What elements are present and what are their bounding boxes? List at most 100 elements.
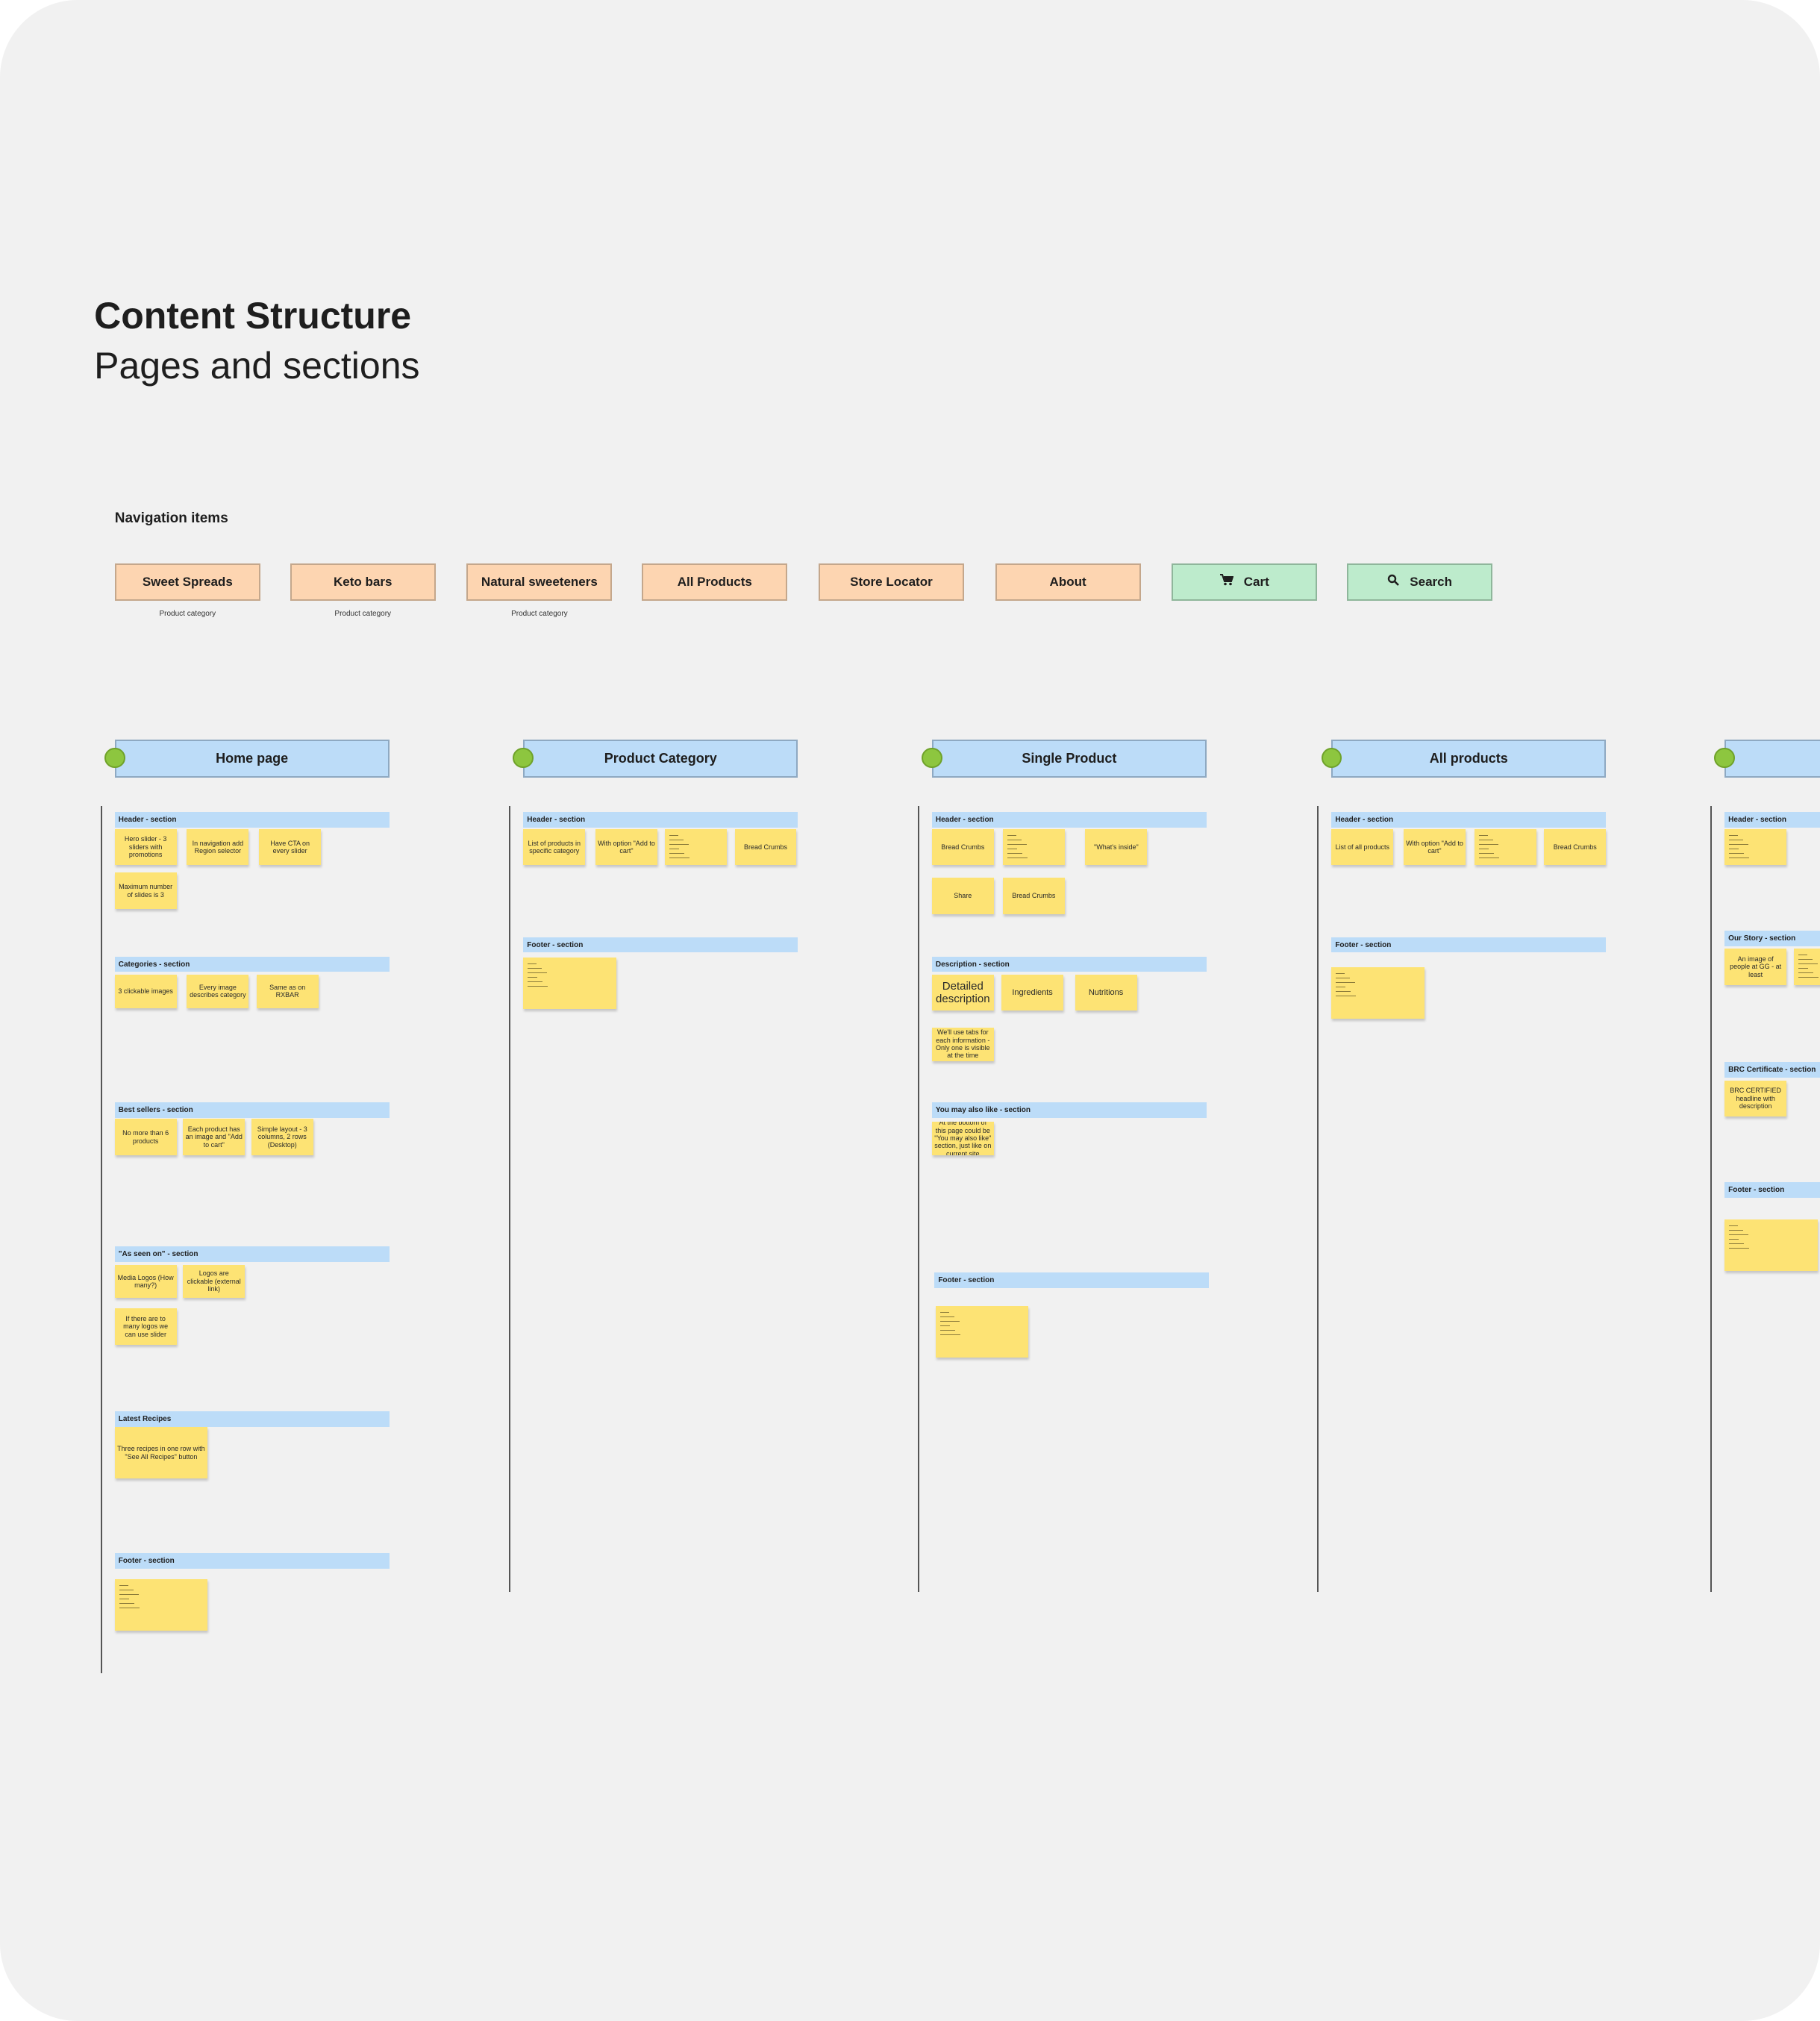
- section-label: Footer - section: [1724, 1181, 1820, 1198]
- page-header: Product Category: [523, 740, 798, 778]
- section-label: You may also like - section: [931, 1102, 1207, 1118]
- fine-print: [1479, 852, 1495, 854]
- sticky-note: [1331, 966, 1425, 1019]
- fine-print: [119, 1602, 134, 1604]
- fine-print: [528, 981, 543, 983]
- section-label: "As seen on" - section: [114, 1246, 390, 1263]
- fine-print: [528, 972, 548, 974]
- fine-print: [1007, 843, 1027, 845]
- sticky-note: If there are to many logos we can use sl…: [114, 1308, 177, 1345]
- nav-button-label: All Products: [677, 574, 752, 589]
- sticky-note: Have CTA on every slider: [259, 828, 322, 866]
- sticky-note: Bread Crumbs: [1002, 878, 1065, 914]
- nav-button[interactable]: All Products: [642, 563, 788, 601]
- sticky-note: With option "Add to cart": [595, 828, 657, 866]
- fine-print: [119, 1584, 128, 1586]
- section-label: Header - section: [1724, 812, 1820, 828]
- section-label: Footer - section: [934, 1272, 1210, 1288]
- section-label: Our Story - section: [1724, 931, 1820, 946]
- section-label: Header - section: [1331, 812, 1607, 828]
- section-label: Categories - section: [114, 956, 390, 972]
- sticky-note: Share: [931, 878, 994, 914]
- fine-print: [940, 1311, 950, 1313]
- fine-print: [669, 852, 685, 854]
- nav-icon: [1219, 574, 1234, 590]
- page-marker: [1321, 747, 1342, 769]
- sticky-note: Each product has an image and "Add to ca…: [183, 1119, 246, 1155]
- fine-print: [1729, 1248, 1750, 1249]
- nav-button[interactable]: Cart: [1172, 563, 1318, 601]
- sticky-note: Hero slider - 3 sliders with promotions: [114, 828, 177, 866]
- fine-print: [1798, 972, 1814, 974]
- nav-button[interactable]: Natural sweeteners: [466, 563, 613, 601]
- fine-print: [1729, 843, 1749, 845]
- fine-print: [1729, 1239, 1739, 1240]
- page-header: Home page: [114, 740, 390, 778]
- section-label: Description - section: [931, 956, 1207, 972]
- fine-print: [669, 834, 679, 836]
- nav-note: Product category: [334, 610, 392, 619]
- sticky-note: Detailed description: [931, 974, 994, 1011]
- sticky-note: We'll use tabs for each information - On…: [931, 1027, 994, 1061]
- page-marker: [104, 747, 125, 769]
- sticky-note: [936, 1305, 1029, 1358]
- fine-print: [1336, 972, 1345, 974]
- fine-print: [1798, 959, 1813, 960]
- sticky-note: [114, 1578, 208, 1631]
- nav-button-label: Keto bars: [334, 574, 393, 589]
- page-header: [1724, 740, 1820, 778]
- sticky-note: [1794, 949, 1820, 985]
- sticky-note: List of all products: [1331, 828, 1394, 866]
- nav-button[interactable]: Search: [1347, 563, 1493, 601]
- nav-button[interactable]: Keto bars: [290, 563, 436, 601]
- sticky-note: "What's inside": [1085, 828, 1148, 866]
- nav-button-label: Store Locator: [850, 574, 933, 589]
- section-label: Footer - section: [523, 937, 798, 953]
- fine-print: [1007, 834, 1016, 836]
- column-line: [917, 805, 919, 1593]
- sticky-note: Nutritions: [1075, 974, 1137, 1011]
- sticky-note: [1002, 828, 1065, 866]
- section-label: BRC Certificate - section: [1724, 1062, 1820, 1078]
- nav-button[interactable]: About: [995, 563, 1141, 601]
- nav-icon: [1387, 574, 1400, 590]
- column-line: [509, 805, 511, 1593]
- fine-print: [1798, 963, 1819, 965]
- fine-print: [1729, 1243, 1745, 1245]
- nav-note: Product category: [159, 610, 216, 619]
- section-label: Header - section: [114, 812, 390, 828]
- fine-print: [119, 1593, 139, 1595]
- nav-button[interactable]: Store Locator: [818, 563, 965, 601]
- section-label: Best sellers - section: [114, 1102, 390, 1118]
- fine-print: [1336, 990, 1351, 992]
- fine-print: [669, 843, 689, 845]
- sticky-note: Media Logos (How many?): [114, 1264, 177, 1299]
- page-header: Single Product: [931, 740, 1207, 778]
- nav-note: Product category: [511, 610, 568, 619]
- sticky-note: At the bottom of this page could be "You…: [931, 1121, 994, 1155]
- nav-button-label: About: [1049, 574, 1086, 589]
- column-line: [100, 805, 102, 1674]
- nav-button[interactable]: Sweet Spreads: [114, 563, 260, 601]
- nav-button-label: Cart: [1243, 574, 1269, 589]
- page-header: All products: [1331, 740, 1607, 778]
- fine-print: [1798, 977, 1819, 978]
- fine-print: [528, 977, 538, 978]
- sticky-note: With option "Add to cart": [1404, 828, 1466, 866]
- fine-print: [1729, 1230, 1744, 1231]
- page-subtitle: Pages and sections: [94, 345, 420, 387]
- sticky-note: Logos are clickable (external link): [183, 1264, 246, 1299]
- sticky-note: BRC CERTIFIED headline with description: [1724, 1080, 1787, 1116]
- sticky-note: Ingredients: [1001, 974, 1064, 1011]
- section-label: Header - section: [523, 812, 798, 828]
- column-line: [1710, 805, 1713, 1593]
- fine-print: [1729, 1225, 1739, 1227]
- column-line: [1317, 805, 1319, 1593]
- fine-print: [1336, 981, 1356, 983]
- sticky-note: [665, 828, 728, 866]
- fine-print: [1729, 1234, 1749, 1236]
- sticky-note: Every image describes category: [187, 974, 249, 1008]
- fine-print: [1479, 843, 1499, 845]
- sticky-note: [1724, 828, 1787, 866]
